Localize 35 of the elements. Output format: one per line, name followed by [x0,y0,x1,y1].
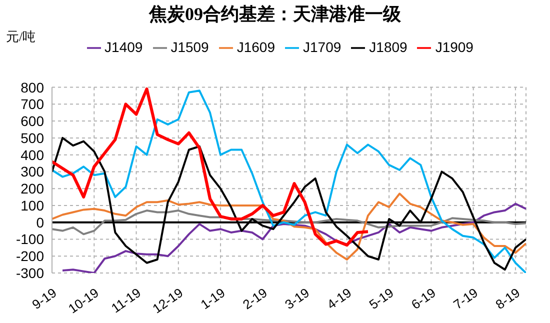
legend-label: J1609 [236,39,275,55]
y-tick-label: -300 [16,264,44,281]
x-tick-label: 7-19 [450,285,481,312]
x-tick-label: 6-19 [408,285,438,312]
y-tick-label: 500 [20,130,44,146]
x-tick-label: 8-19 [492,285,523,312]
y-tick-label: 100 [20,197,44,214]
x-tick-label: 9-19 [29,285,60,312]
y-axis-title: 元/吨 [6,28,36,46]
x-tick-label: 4-19 [324,285,354,312]
y-tick-label: 800 [20,79,44,96]
x-tick-label: 1-19 [198,285,228,312]
x-tick-label: 5-19 [366,285,396,312]
line-series [52,90,526,273]
line-series [52,87,370,247]
x-tick-label: 2-19 [240,285,270,312]
line-series [52,136,526,271]
y-tick-label: 400 [20,146,44,163]
y-tick-label: 0 [36,214,44,230]
line-series [52,192,526,260]
y-tick-label: 300 [20,164,44,180]
y-tick-label: -200 [16,248,44,264]
chart-title: 焦炭09合约基差：天津港准一级 [148,3,402,26]
legend-label: J1409 [104,39,143,55]
y-tick-label: 200 [20,180,44,197]
legend-label: J1809 [369,39,408,55]
legend-label: J1909 [435,39,474,55]
x-tick-label: 3-19 [282,285,312,312]
y-tick-label: 600 [20,113,44,130]
y-tick-label: -100 [16,231,44,248]
line-series [52,210,526,236]
legend-label: J1709 [303,39,342,55]
y-tick-label: 700 [20,96,44,112]
legend-label: J1509 [170,39,209,55]
line-series [62,202,526,273]
